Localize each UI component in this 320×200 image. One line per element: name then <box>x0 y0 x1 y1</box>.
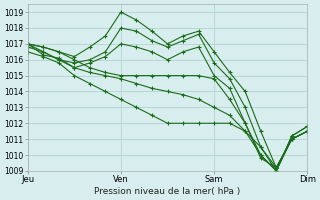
X-axis label: Pression niveau de la mer( hPa ): Pression niveau de la mer( hPa ) <box>94 187 241 196</box>
